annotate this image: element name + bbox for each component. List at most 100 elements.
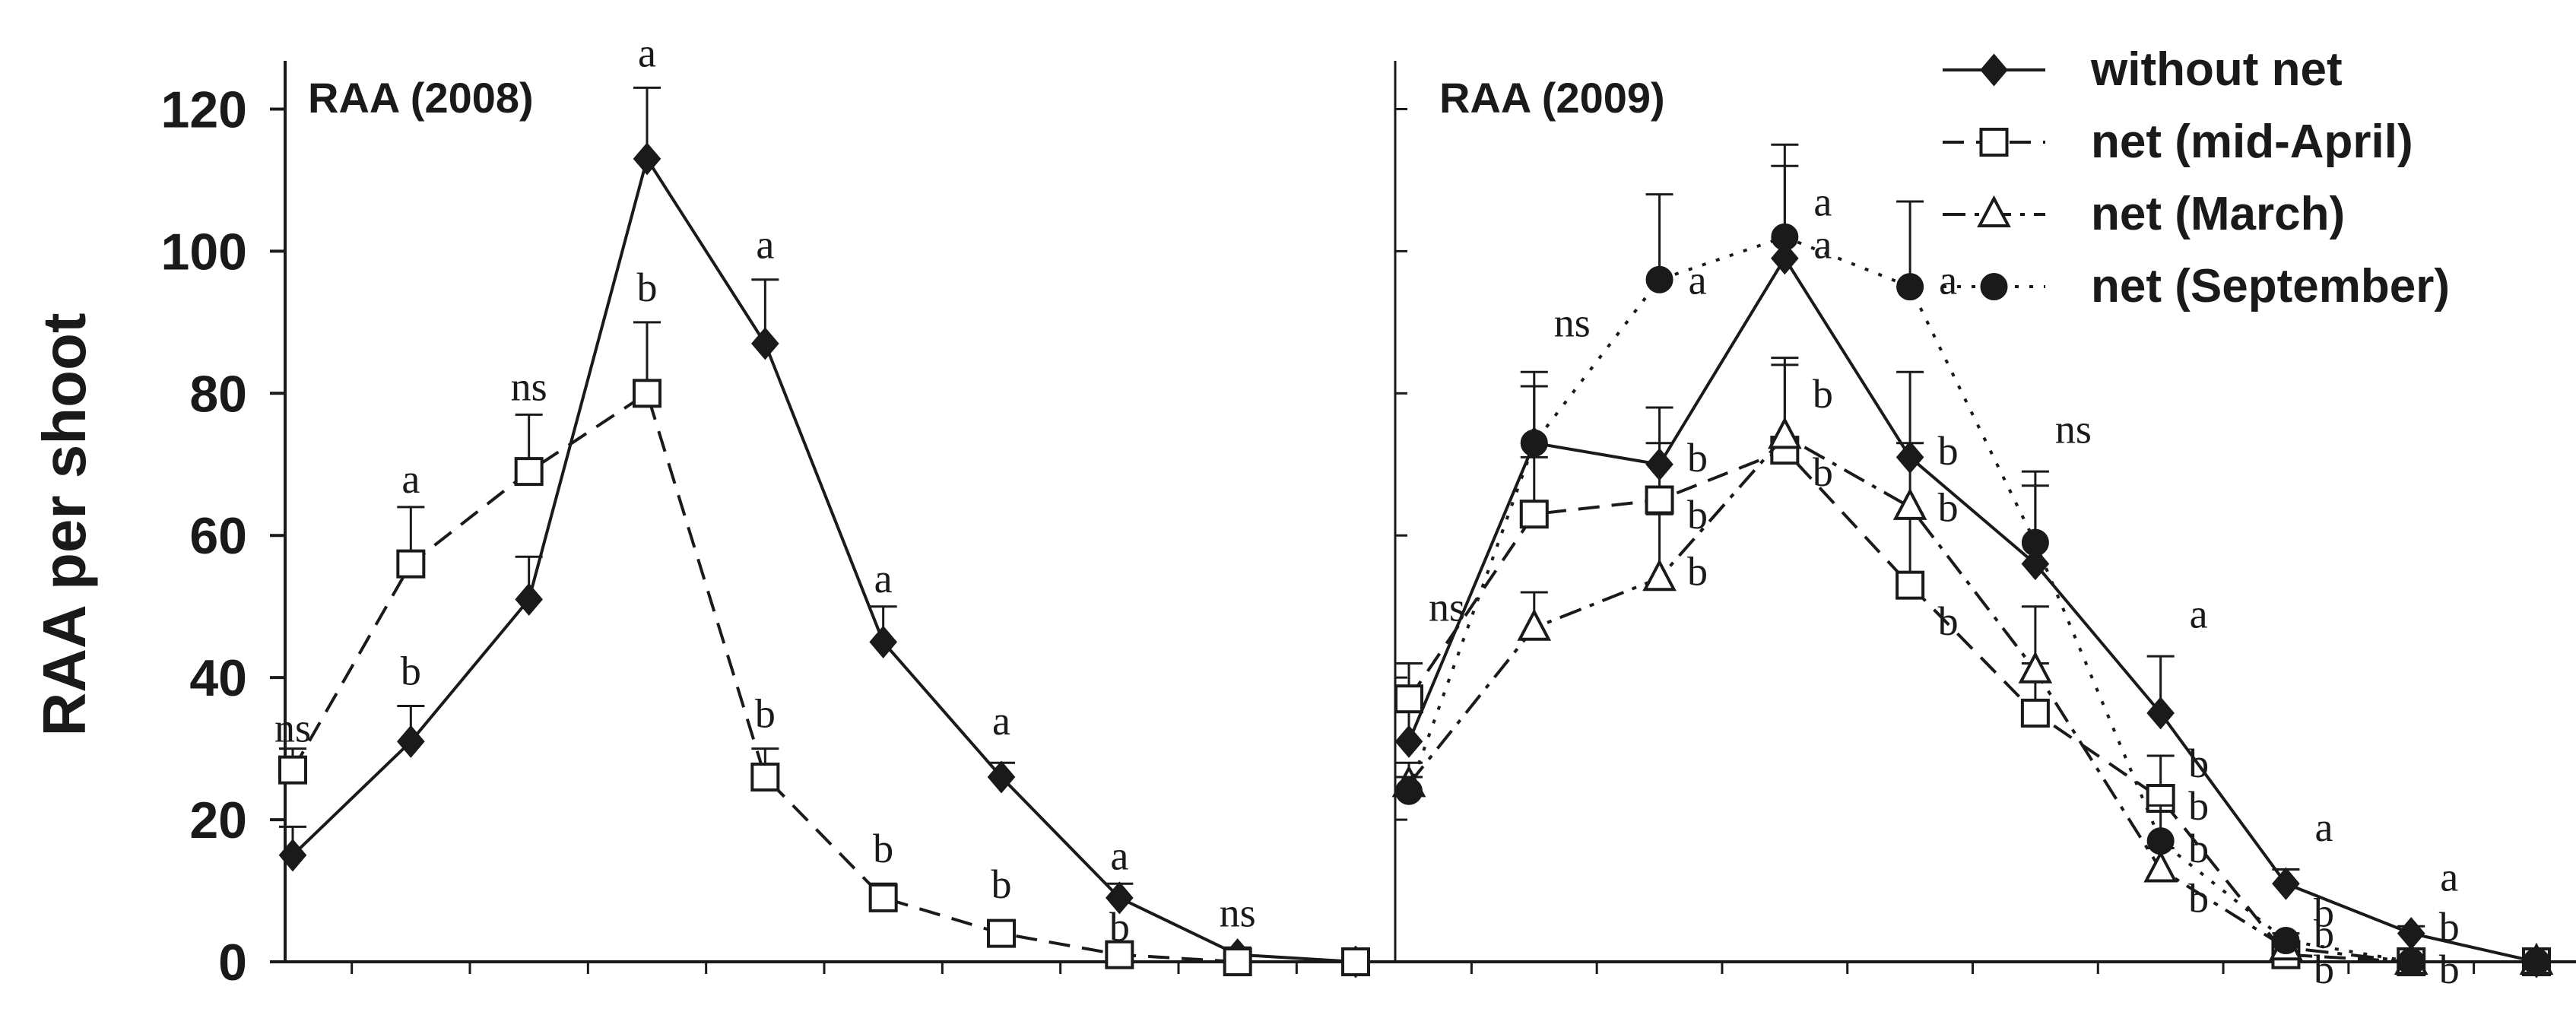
data-point: [1519, 500, 1549, 529]
y-axis-label: RAA per shoot: [30, 312, 98, 736]
data-point: [2146, 696, 2175, 730]
significance-label: ns: [1220, 890, 1256, 935]
significance-label: b: [2314, 911, 2334, 956]
y-tick-label: 100: [161, 223, 247, 281]
legend-item-net_mid_april: net (mid-April): [1943, 116, 2413, 168]
series-net_mid_april: [1394, 363, 2551, 976]
significance-label: a: [638, 30, 656, 75]
y-tick-label: 0: [218, 934, 247, 991]
data-point: [2021, 528, 2049, 557]
data-point: [278, 839, 307, 872]
significance-label: a: [401, 456, 420, 502]
significance-label: b: [1687, 492, 1708, 538]
data-point: [1223, 947, 1252, 976]
panel-title: RAA (2009): [1439, 74, 1665, 122]
series-line-net_september: [1407, 235, 2536, 963]
series-without_net: [278, 86, 1370, 979]
significance-label: a: [2190, 592, 2208, 637]
significance-label: a: [1813, 179, 1832, 225]
data-point: [1517, 608, 1552, 641]
legend-item-without_net: without net: [1943, 43, 2343, 96]
data-point: [1394, 684, 1423, 714]
data-point: [2397, 948, 2425, 975]
significance-label: a: [2440, 855, 2458, 900]
significance-label: a: [1939, 257, 1957, 303]
data-point: [1896, 570, 1925, 600]
legend-marker: [1980, 53, 2008, 87]
series-line-without_net: [1407, 255, 2537, 963]
significance-label: a: [756, 222, 774, 268]
series-layer: [278, 86, 2554, 979]
data-point: [396, 549, 426, 579]
legend-marker: [1979, 128, 2009, 157]
significance-label: ns: [1429, 584, 1465, 630]
significance-label: b: [1813, 371, 1833, 417]
data-point: [868, 883, 898, 912]
panel-title: RAA (2008): [308, 74, 534, 122]
data-point: [1341, 947, 1370, 976]
data-point: [2523, 948, 2550, 975]
data-point: [1520, 429, 1548, 457]
significance-label: b: [2439, 947, 2460, 992]
data-point: [633, 142, 661, 176]
y-tick-label: 40: [189, 649, 247, 707]
legend-item-net_september: net (September): [1943, 260, 2450, 312]
legend-label: net (September): [2091, 260, 2450, 312]
significance-label: a: [874, 556, 893, 601]
data-point: [1642, 559, 1677, 592]
significance-label: b: [755, 691, 776, 737]
y-tick-label: 80: [189, 365, 247, 423]
significance-label: b: [2188, 876, 2209, 922]
legend: without net net (mid-April) net (March) net…: [1943, 43, 2450, 312]
data-point: [1892, 487, 1927, 520]
data-point: [1771, 223, 1799, 251]
significance-label: b: [2188, 826, 2209, 871]
data-point: [2272, 867, 2300, 900]
significance-label: b: [2439, 904, 2460, 950]
legend-label: net (mid-April): [2091, 116, 2413, 168]
significance-label: b: [1813, 449, 1833, 495]
series-line-net_march: [1407, 433, 2536, 963]
data-point: [515, 582, 543, 616]
significance-label: b: [1938, 598, 1959, 644]
legend-label: without net: [2090, 43, 2343, 96]
data-point: [633, 379, 661, 408]
significance-label: b: [1109, 904, 1130, 950]
significance-label: b: [401, 649, 421, 694]
data-point: [514, 457, 544, 487]
series-line-net_mid_april: [1407, 448, 2536, 963]
significance-label: b: [2188, 741, 2209, 786]
data-point: [751, 327, 779, 360]
legend-label: net (March): [2091, 188, 2345, 240]
significance-label: b: [637, 265, 658, 310]
significance-label: a: [1110, 833, 1128, 879]
data-point: [1645, 265, 1673, 293]
data-point: [1105, 940, 1134, 969]
legend-marker: [1977, 195, 2011, 227]
data-point: [1768, 417, 1802, 449]
significance-label: ns: [1554, 300, 1591, 346]
data-point: [2272, 926, 2300, 954]
significance-label: b: [2314, 947, 2334, 992]
y-tick-label: 20: [189, 791, 247, 849]
data-point: [987, 918, 1016, 948]
significance-label: b: [1938, 428, 1959, 474]
significance-label: a: [1689, 257, 1707, 303]
data-point: [1645, 485, 1674, 515]
data-point: [1394, 725, 1423, 758]
significance-label: ns: [274, 705, 311, 750]
data-point: [2020, 698, 2050, 728]
significance-label: ns: [511, 364, 547, 410]
significance-label: a: [1813, 222, 1832, 268]
significance-label: a: [2314, 804, 2333, 850]
data-point: [2143, 850, 2178, 883]
data-point: [1896, 273, 1924, 301]
data-point: [397, 725, 425, 758]
data-point: [2018, 651, 2053, 684]
data-point: [869, 625, 897, 658]
significance-label: b: [2188, 783, 2209, 829]
data-point: [1771, 242, 1799, 275]
